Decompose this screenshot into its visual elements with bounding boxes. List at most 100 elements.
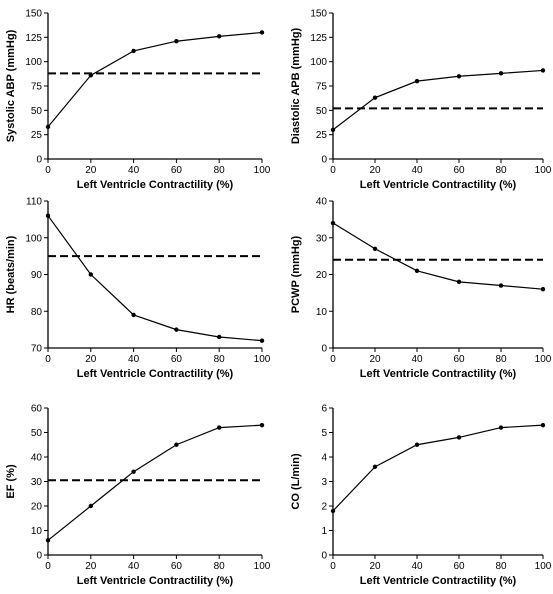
x-tick-label: 20: [85, 165, 97, 176]
y-tick-label: 4: [321, 453, 327, 464]
y-tick-label: 0: [321, 551, 327, 562]
x-tick-label: 20: [369, 561, 381, 572]
y-tick-label: 2: [321, 502, 327, 513]
x-tick-label: 100: [254, 561, 271, 572]
x-tick-label: 0: [45, 354, 51, 365]
x-tick-label: 0: [330, 165, 336, 176]
chart-heart-rate: 70 80 90 100 110 0 20 40 60 80 100 Left Ventricle C…: [5, 197, 271, 381]
series-line: [47, 424, 263, 541]
y-axis-label: EF (%): [5, 464, 17, 499]
x-tick-label: 100: [254, 354, 271, 365]
x-tick-label: 40: [128, 354, 140, 365]
data-point: [131, 312, 136, 318]
data-point: [372, 95, 378, 100]
y-axis-label: Systolic ABP (mmHg): [5, 29, 17, 142]
data-point: [217, 34, 222, 39]
series-line: [47, 215, 263, 342]
y-tick-label: 30: [31, 477, 43, 488]
chart-ejection-fraction: 0 10 20 30 40 50 60 0 20 40 60 80 100 Left Ventricle …: [5, 404, 271, 588]
y-tick-label: 80: [31, 307, 43, 318]
y-tick-label: 0: [321, 155, 327, 166]
y-tick-label: 70: [31, 344, 43, 355]
y-axis-label: HR (beats/min): [5, 235, 17, 313]
data-point: [372, 246, 378, 251]
x-tick-label: 60: [171, 165, 183, 176]
data-point: [259, 338, 265, 343]
x-tick-label: 80: [495, 354, 507, 365]
y-tick-label: 75: [31, 82, 43, 93]
y-tick-label: 5: [321, 428, 327, 439]
data-point: [88, 503, 94, 509]
x-axis-label: Left Ventricle Contractility (%): [360, 368, 517, 380]
x-tick-label: 0: [330, 354, 336, 365]
y-tick-label: 125: [25, 33, 42, 44]
y-tick-label: 110: [26, 197, 42, 208]
data-point: [88, 272, 94, 277]
data-point: [498, 283, 504, 288]
x-tick-label: 40: [128, 165, 140, 176]
y-tick-label: 10: [316, 307, 328, 318]
data-point: [540, 422, 546, 428]
data-point: [330, 127, 336, 132]
data-point: [45, 213, 51, 218]
y-tick-label: 0: [321, 344, 327, 355]
x-tick-label: 40: [128, 561, 140, 572]
y-tick-label: 100: [310, 57, 327, 68]
x-axis-label: Left Ventricle Contractility (%): [77, 179, 234, 191]
x-tick-label: 100: [535, 354, 552, 365]
data-point: [330, 508, 336, 514]
y-tick-label: 50: [316, 106, 328, 117]
data-point: [540, 287, 546, 292]
x-tick-label: 80: [214, 165, 226, 176]
x-tick-label: 40: [411, 165, 423, 176]
y-tick-label: 0: [36, 551, 42, 562]
data-point: [456, 74, 462, 79]
y-tick-label: 75: [316, 82, 328, 93]
x-tick-label: 0: [330, 561, 336, 572]
y-tick-label: 150: [25, 9, 42, 20]
x-tick-label: 80: [495, 561, 507, 572]
x-tick-label: 60: [453, 354, 465, 365]
x-tick-label: 40: [411, 561, 423, 572]
y-tick-label: 30: [316, 233, 328, 244]
chart-pcwp: 0 10 20 30 40 0 20 40 60 80 100 Left Ventricle Cont…: [290, 197, 552, 381]
x-tick-label: 20: [85, 561, 97, 572]
data-point: [414, 78, 420, 84]
x-tick-label: 60: [171, 354, 183, 365]
x-tick-label: 80: [214, 354, 226, 365]
x-tick-label: 20: [369, 165, 381, 176]
x-axis-label: Left Ventricle Contractility (%): [77, 575, 234, 587]
x-tick-label: 80: [214, 561, 226, 572]
data-point: [540, 68, 546, 73]
y-tick-label: 1: [321, 526, 327, 537]
y-tick-label: 50: [31, 106, 43, 117]
y-tick-label: 3: [321, 477, 327, 488]
y-axis-label: Diastolic APB (mmHg): [290, 28, 302, 145]
y-axis-label: CO (L/min): [290, 453, 302, 510]
series-line: [47, 31, 263, 128]
x-tick-label: 0: [45, 165, 51, 176]
x-tick-label: 100: [254, 165, 271, 176]
data-point: [498, 71, 504, 76]
y-tick-label: 25: [316, 130, 328, 141]
y-tick-label: 125: [310, 33, 327, 44]
y-tick-label: 100: [25, 57, 42, 68]
y-tick-label: 0: [36, 155, 42, 166]
x-tick-label: 0: [45, 561, 51, 572]
chart-systolic-abp: 0 25 50 75 100 125 150 0 20 40 60 80 100 Left Ventric…: [5, 9, 271, 192]
y-tick-label: 150: [310, 9, 327, 20]
data-point: [414, 442, 420, 447]
x-tick-label: 60: [171, 561, 183, 572]
y-tick-label: 40: [31, 453, 43, 464]
x-tick-label: 80: [495, 165, 507, 176]
x-tick-label: 60: [453, 165, 465, 176]
data-point: [217, 334, 222, 340]
series-line: [332, 424, 544, 512]
y-tick-label: 90: [31, 270, 43, 281]
y-tick-label: 50: [31, 428, 43, 439]
x-tick-label: 60: [453, 561, 465, 572]
y-tick-label: 40: [316, 197, 328, 208]
data-point: [217, 425, 222, 430]
